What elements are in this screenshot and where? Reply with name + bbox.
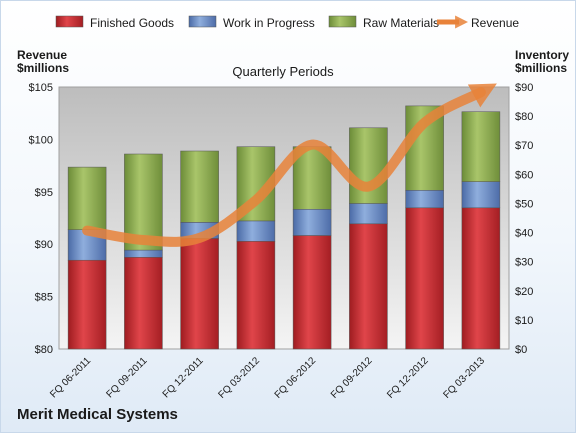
right-tick-label: $60 <box>515 169 533 181</box>
bar-raw-materials-0 <box>67 166 107 230</box>
bar-finished-goods-6 <box>405 207 444 350</box>
legend-label: Work in Progress <box>223 16 315 30</box>
left-tick-label: $95 <box>35 187 53 199</box>
bar-finished-goods-1 <box>124 257 163 350</box>
company-name: Merit Medical Systems <box>17 406 178 423</box>
x-tick-label: FQ 06-2012 <box>273 355 319 401</box>
bar-work-in-progress-4 <box>292 209 332 236</box>
chart-subtitle: Quarterly Periods <box>232 64 334 79</box>
right-tick-label: $0 <box>515 344 527 356</box>
left-axis-title-line2: $millions <box>17 61 69 75</box>
x-axis-ticks: FQ 06-2011 FQ 09-2011 FQ 12-2011 FQ 03-2012… <box>48 355 487 401</box>
bar-finished-goods-0 <box>67 259 107 350</box>
bar-work-in-progress-1 <box>124 249 163 258</box>
bar-finished-goods-3 <box>236 241 276 350</box>
left-axis-ticks: $80 $85 $90 $95 $100 $105 <box>29 82 53 356</box>
bar-raw-materials-2 <box>180 150 219 223</box>
right-tick-label: $20 <box>515 286 533 298</box>
right-tick-label: $50 <box>515 198 533 210</box>
legend-swatch-work-in-progress <box>188 15 217 28</box>
left-tick-label: $105 <box>29 82 53 94</box>
left-tick-label: $100 <box>29 134 53 146</box>
left-tick-label: $80 <box>35 344 53 356</box>
bar-finished-goods-4 <box>292 235 332 350</box>
legend-swatch-finished-goods <box>55 15 84 28</box>
right-axis-ticks: $0 $10 $20 $30 $40 $50 $60 $70 $80 $90 <box>515 82 533 356</box>
left-tick-label: $90 <box>35 239 53 251</box>
right-tick-label: $10 <box>515 315 533 327</box>
bar-work-in-progress-3 <box>236 220 276 242</box>
bar-series-group <box>67 105 501 350</box>
x-tick-label: FQ 06-2011 <box>48 355 93 400</box>
legend-label: Raw Materials <box>363 16 439 30</box>
chart-legend: Finished Goods Work in Progress Raw Materi… <box>55 15 519 30</box>
x-tick-label: FQ 12-2012 <box>385 355 431 401</box>
revenue-line-group <box>82 83 497 247</box>
bar-raw-materials-5 <box>349 127 388 204</box>
x-tick-label: FQ 09-2011 <box>105 355 150 400</box>
right-tick-label: $70 <box>515 140 533 152</box>
right-tick-label: $30 <box>515 257 533 269</box>
right-axis-title-line2: $millions <box>515 61 567 75</box>
bar-work-in-progress-6 <box>405 190 444 209</box>
revenue-line <box>82 83 497 247</box>
x-tick-label: FQ 03-2012 <box>217 355 263 401</box>
bar-work-in-progress-5 <box>349 203 388 225</box>
x-tick-label: FQ 09-2012 <box>329 355 375 401</box>
legend-label: Revenue <box>471 16 519 30</box>
right-axis-title-line1: Inventory <box>515 48 569 62</box>
bar-finished-goods-2 <box>180 238 219 350</box>
legend-label: Finished Goods <box>90 16 174 30</box>
right-tick-label: $90 <box>515 82 533 94</box>
legend-swatch-raw-materials <box>328 15 357 28</box>
right-tick-label: $40 <box>515 228 533 240</box>
x-tick-label: FQ 03-2013 <box>442 355 488 401</box>
left-axis-title-line1: Revenue <box>17 48 67 62</box>
x-tick-label: FQ 12-2011 <box>161 355 206 400</box>
bar-finished-goods-7 <box>461 207 501 350</box>
bar-raw-materials-7 <box>461 111 501 182</box>
right-tick-label: $80 <box>515 111 533 123</box>
bar-finished-goods-5 <box>349 223 388 350</box>
bar-work-in-progress-7 <box>461 181 501 209</box>
left-tick-label: $85 <box>35 292 53 304</box>
